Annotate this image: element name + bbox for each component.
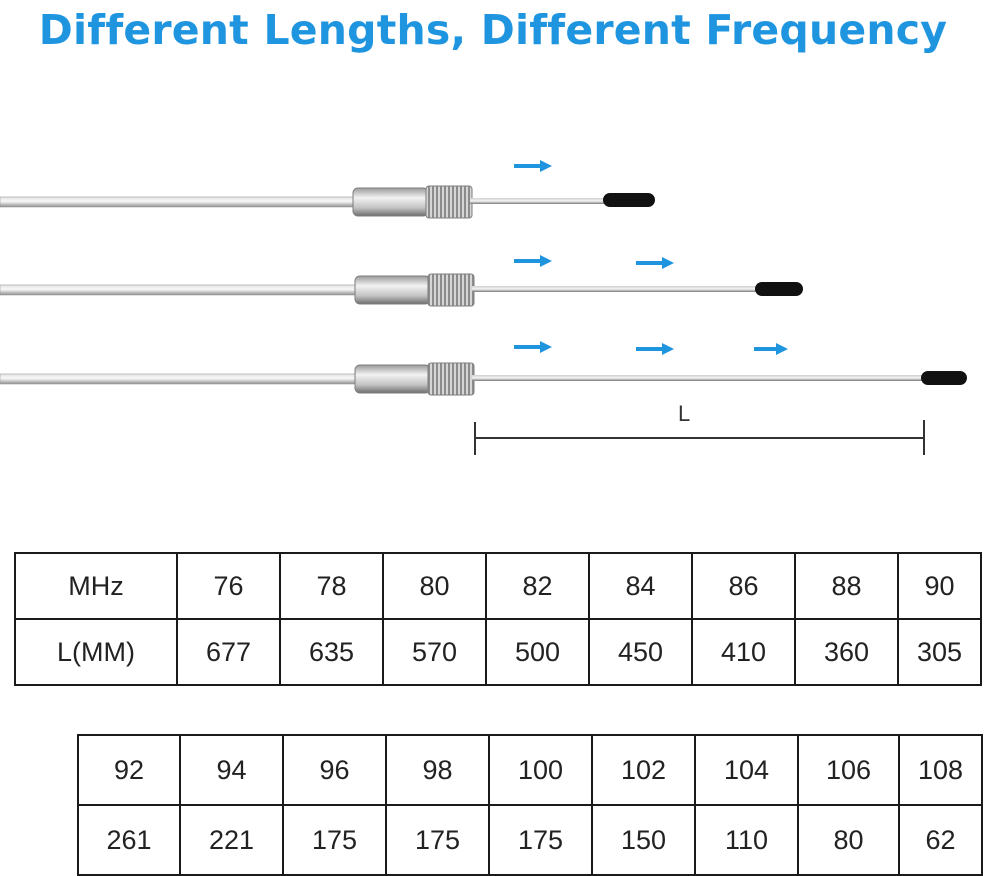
antenna-short (0, 185, 655, 219)
table-cell: 80 (797, 804, 900, 876)
table-cell: 410 (691, 618, 796, 686)
row-header-mhz: MHz (14, 552, 178, 620)
length-dimension-line (474, 420, 925, 455)
table-cell: 88 (794, 552, 899, 620)
frequency-length-table-1: MHz 76 78 80 82 84 86 88 90 L(MM) 677 63… (14, 552, 982, 686)
table-cell: 94 (179, 734, 284, 806)
table-cell: 150 (591, 804, 696, 876)
arrow-set-2 (514, 255, 674, 269)
table-cell: 90 (897, 552, 982, 620)
table-cell: 360 (794, 618, 899, 686)
table-cell: 450 (588, 618, 693, 686)
table-cell: 62 (898, 804, 983, 876)
table-cell: 104 (694, 734, 799, 806)
table-cell: 570 (382, 618, 487, 686)
table-cell: 175 (488, 804, 593, 876)
table-cell: 175 (385, 804, 490, 876)
table-cell: 80 (382, 552, 487, 620)
table-cell: 96 (282, 734, 387, 806)
table-cell: 76 (176, 552, 281, 620)
row-header-length: L(MM) (14, 618, 178, 686)
table-row-length: L(MM) 677 635 570 500 450 410 360 305 (14, 618, 982, 686)
table-cell: 635 (279, 618, 384, 686)
page-title: Different Lengths, Different Frequency (38, 6, 948, 54)
table-cell: 221 (179, 804, 284, 876)
table-cell: 677 (176, 618, 281, 686)
table-row-frequency: MHz 76 78 80 82 84 86 88 90 (14, 552, 982, 620)
table-cell: 86 (691, 552, 796, 620)
table-cell: 500 (485, 618, 590, 686)
table-cell: 175 (282, 804, 387, 876)
table-cell: 106 (797, 734, 900, 806)
table-row-frequency: 92 94 96 98 100 102 104 106 108 (77, 734, 983, 806)
length-label: L (678, 401, 691, 426)
table-cell: 110 (694, 804, 799, 876)
table-cell: 100 (488, 734, 593, 806)
table-cell: 98 (385, 734, 490, 806)
table-cell: 108 (898, 734, 983, 806)
arrow-set-3 (514, 341, 788, 355)
antenna-long (0, 362, 967, 396)
antenna-medium (0, 273, 803, 307)
table-cell: 78 (279, 552, 384, 620)
table-cell: 305 (897, 618, 982, 686)
table-row-length: 261 221 175 175 175 150 110 80 62 (77, 804, 983, 876)
table-cell: 92 (77, 734, 181, 806)
antenna-illustration (0, 160, 967, 455)
table-cell: 84 (588, 552, 693, 620)
arrow-set-1 (514, 160, 552, 172)
table-cell: 82 (485, 552, 590, 620)
frequency-length-table-2: 92 94 96 98 100 102 104 106 108 261 221 … (77, 734, 983, 876)
table-cell: 261 (77, 804, 181, 876)
table-cell: 102 (591, 734, 696, 806)
